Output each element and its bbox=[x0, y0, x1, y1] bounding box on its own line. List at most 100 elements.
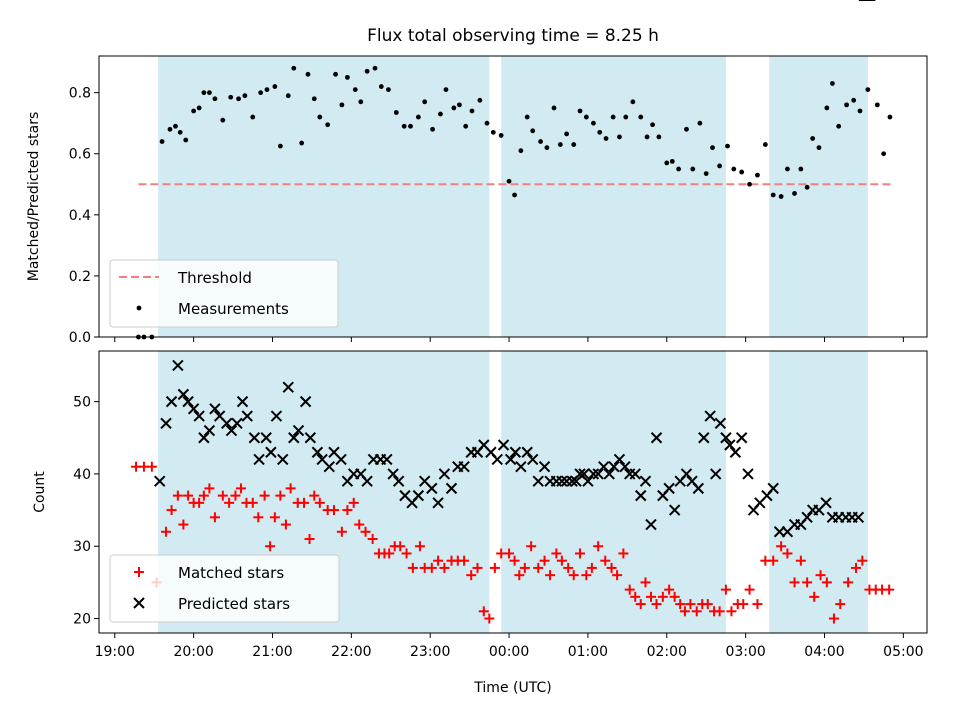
predicted-star-point bbox=[236, 395, 249, 408]
measurement-point bbox=[518, 148, 524, 154]
measurement-point bbox=[438, 111, 443, 117]
measurement-point bbox=[264, 87, 270, 92]
measurement-point bbox=[851, 97, 857, 103]
matched-star-point bbox=[161, 526, 172, 537]
x-marker-b bbox=[381, 453, 393, 466]
predicted-star-point bbox=[729, 446, 742, 458]
measurement-point bbox=[617, 134, 622, 140]
measurement-point bbox=[591, 120, 596, 126]
measurement-point bbox=[792, 191, 797, 196]
x-marker-b bbox=[253, 453, 265, 466]
x-tick-label: 01:00 bbox=[568, 644, 608, 660]
predicted-star-point bbox=[225, 424, 238, 437]
x-marker-b bbox=[213, 410, 226, 422]
x-marker-b bbox=[198, 432, 210, 444]
predicted-star-point bbox=[497, 439, 510, 451]
predicted-star-point bbox=[608, 460, 620, 473]
measurement-point bbox=[236, 96, 241, 102]
predicted-star-point bbox=[392, 475, 405, 487]
predicted-star-point bbox=[692, 482, 705, 495]
predicted-star-point bbox=[767, 482, 779, 495]
x-marker-b bbox=[160, 417, 172, 430]
x-marker-b bbox=[445, 482, 458, 495]
bottom-axes-frame bbox=[98, 350, 928, 634]
predicted-star-point bbox=[491, 453, 503, 466]
x-marker-b bbox=[154, 475, 166, 487]
matched-star-point bbox=[646, 591, 656, 602]
x-marker-b bbox=[680, 468, 693, 480]
measurement-point bbox=[881, 151, 887, 157]
matched-star-point bbox=[401, 548, 412, 559]
measurement-point bbox=[456, 102, 462, 108]
x-marker-b bbox=[292, 424, 305, 437]
bottom-x-ticks: 19:00 20:00 21:00 22:00 23:00 00:00 01:00 02:00… bbox=[95, 633, 924, 660]
measurement-point bbox=[242, 93, 248, 99]
predicted-star-point bbox=[680, 468, 693, 480]
predicted-star-point bbox=[629, 468, 641, 480]
x-marker-b bbox=[767, 482, 779, 495]
predicted-star-point bbox=[704, 410, 716, 422]
measurement-point bbox=[228, 94, 234, 100]
predicted-star-point bbox=[177, 388, 190, 401]
x-marker-b bbox=[619, 460, 631, 473]
x-marker-b bbox=[172, 359, 184, 372]
measurement-point bbox=[401, 123, 407, 129]
matched-star-point bbox=[586, 562, 597, 573]
predicted-star-point bbox=[597, 460, 610, 473]
measurement-point bbox=[463, 123, 469, 129]
matched-star-point bbox=[635, 599, 646, 610]
legend-label: Threshold bbox=[177, 269, 252, 287]
x-marker-b bbox=[412, 489, 425, 502]
observing-interval-band bbox=[501, 56, 726, 337]
x-marker-b bbox=[355, 468, 367, 480]
predicted-star-point bbox=[265, 446, 277, 458]
matched-star-point bbox=[265, 541, 276, 552]
observing-interval-band bbox=[501, 351, 726, 633]
matched-star-point bbox=[285, 483, 296, 494]
x-tick-label: 20:00 bbox=[173, 644, 213, 660]
measurement-point bbox=[725, 143, 730, 149]
measurement-point bbox=[650, 122, 655, 128]
bottom-y-ticks: 20 30 40 50 bbox=[73, 395, 99, 628]
x-marker-b bbox=[801, 511, 813, 524]
x-marker-b bbox=[458, 460, 470, 473]
predicted-star-point bbox=[387, 468, 399, 480]
measurement-point bbox=[484, 120, 490, 126]
measurement-point bbox=[386, 87, 391, 92]
matched-star-point bbox=[217, 490, 228, 501]
x-marker-b bbox=[277, 453, 289, 466]
x-marker-b bbox=[635, 489, 647, 502]
matched-star-point bbox=[685, 599, 696, 610]
measurement-point bbox=[506, 178, 512, 184]
predicted-star-point bbox=[538, 460, 551, 473]
measurement-point bbox=[167, 126, 173, 132]
matched-star-point bbox=[235, 483, 246, 494]
x-marker-b bbox=[392, 475, 405, 487]
legend-label: Matched stars bbox=[178, 564, 284, 582]
predicted-star-point bbox=[438, 468, 451, 480]
x-marker-b bbox=[686, 475, 698, 487]
x-marker-b bbox=[328, 446, 340, 458]
bottom-count-points bbox=[131, 0, 895, 624]
y-tick-label: 20 bbox=[73, 612, 91, 628]
measurement-point bbox=[739, 169, 745, 175]
predicted-star-point bbox=[165, 395, 178, 408]
bottom-legend: Matched stars Predicted stars bbox=[109, 554, 340, 623]
x-marker-b bbox=[582, 475, 594, 487]
predicted-star-point bbox=[426, 482, 438, 495]
top-measurement-points bbox=[136, 65, 893, 340]
matched-star-point bbox=[857, 555, 868, 566]
measurement-point bbox=[697, 120, 703, 126]
x-marker-b bbox=[578, 468, 590, 480]
x-marker-b bbox=[532, 475, 544, 487]
matched-star-point bbox=[504, 548, 515, 559]
measurement-point bbox=[258, 90, 264, 96]
x-marker-b bbox=[645, 518, 657, 531]
matched-star-point bbox=[204, 483, 215, 494]
x-marker-b bbox=[709, 468, 722, 480]
predicted-star-point bbox=[445, 482, 458, 495]
predicted-star-point bbox=[619, 460, 631, 473]
x-marker-b bbox=[248, 432, 261, 444]
measurement-point bbox=[272, 84, 278, 89]
measurement-point bbox=[762, 142, 768, 147]
